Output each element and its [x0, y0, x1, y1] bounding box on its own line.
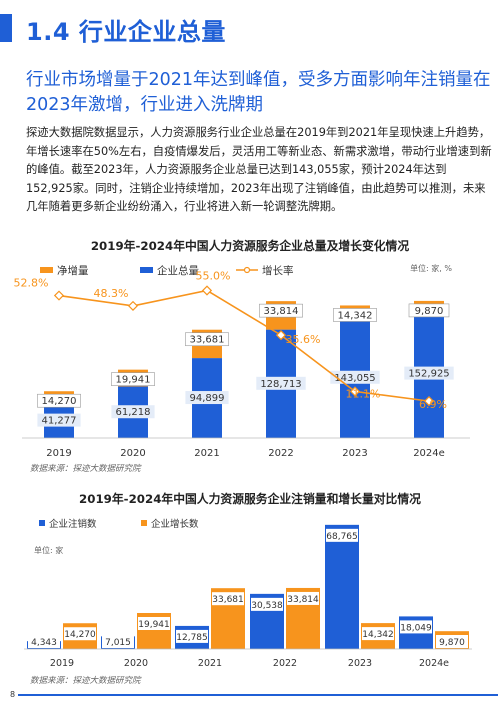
growth-rate-point — [423, 396, 435, 407]
data-label-bg-increase — [185, 332, 229, 347]
data-label-rate: 11.1% — [346, 387, 381, 400]
data-label-total: 41,277 — [42, 416, 77, 427]
x-tick-label: 2020 — [124, 658, 148, 669]
data-label-bg-cancel — [251, 597, 283, 611]
x-tick-label: 2023 — [348, 658, 372, 669]
legend-swatch-growth — [141, 520, 147, 526]
section-accent-bar — [0, 14, 12, 42]
section-title: 1.4 行业企业总量 — [26, 18, 226, 46]
data-label-increase: 33,814 — [264, 306, 299, 317]
data-label-bg-total — [404, 366, 454, 380]
data-label-cancel: 7,015 — [105, 638, 131, 648]
data-label-bg-total — [37, 413, 81, 427]
legend-swatch-increase — [40, 267, 53, 273]
data-label-rate: 52.8% — [14, 277, 49, 290]
chart1-title: 2019年-2024年中国人力资源服务企业总量及增长变化情况 — [90, 239, 410, 253]
legend-label-cancel: 企业注销数 — [49, 518, 97, 530]
chart1-total-enterprises: 净增量 企业总量 增长率 单位: 家, % 41,277 14,270 2019 61,218… — [14, 263, 470, 459]
data-label-bg-cancel — [102, 635, 134, 648]
data-label-cancel: 30,538 — [251, 601, 283, 611]
legend-marker-rate — [243, 266, 251, 274]
data-label-bg-increase — [408, 303, 450, 318]
legend-label-rate: 增长率 — [262, 264, 294, 277]
data-label-bg-cancel — [400, 620, 432, 634]
data-label-bg-total — [185, 391, 229, 405]
data-label-increase: 14,270 — [42, 396, 77, 407]
data-label-bg-increase — [111, 372, 155, 386]
data-label-bg-growth — [64, 627, 96, 641]
growth-rate-point — [127, 300, 139, 312]
x-tick-label: 2023 — [342, 448, 367, 459]
legend-swatch-cancel — [39, 520, 45, 526]
legend-label-total: 企业总量 — [157, 264, 199, 277]
legend-label-increase: 净增量 — [57, 264, 89, 277]
data-label-growth: 14,270 — [64, 630, 96, 640]
data-label-rate: 48.3% — [94, 287, 129, 300]
data-label-rate: 35.6% — [286, 333, 321, 346]
data-label-cancel: 68,765 — [326, 532, 358, 542]
data-label-rate: 55.0% — [196, 270, 231, 283]
data-label-increase: 9,870 — [415, 306, 444, 317]
body-paragraph: 探迹大数据院数据显示，人力资源服务行业企业总量在2019年到2021年呈现快速上… — [26, 126, 492, 214]
x-tick-label: 2021 — [194, 448, 219, 459]
data-label-bg-cancel — [176, 629, 208, 643]
data-label-growth: 14,342 — [362, 630, 394, 640]
data-label-bg-total — [111, 405, 155, 419]
data-label-bg-cancel — [28, 635, 60, 648]
bar-cancel — [325, 524, 359, 649]
subtitle: 行业市场增量于2021年达到峰值，受多方面影响年注销量在2023年激增，行业进入… — [26, 70, 491, 115]
data-label-growth: 33,681 — [212, 595, 244, 605]
data-label-bg-growth — [138, 616, 170, 630]
chart1-source: 数据来源：探迹大数据研究院 — [30, 464, 141, 474]
data-label-bg-cancel — [326, 528, 358, 542]
x-tick-label: 2021 — [198, 658, 222, 669]
data-label-bg-increase — [259, 303, 303, 318]
growth-rate-point — [201, 285, 213, 296]
data-label-total: 94,899 — [190, 393, 225, 404]
data-label-growth: 33,814 — [287, 595, 319, 605]
x-tick-label: 2022 — [273, 658, 297, 669]
chart1-unit: 单位: 家, % — [410, 263, 452, 273]
growth-rate-point — [349, 386, 361, 397]
x-tick-label: 2019 — [46, 448, 71, 459]
data-label-increase: 33,681 — [190, 335, 225, 346]
data-label-cancel: 18,049 — [400, 623, 432, 633]
data-label-bg-total — [256, 376, 306, 390]
data-label-rate: 6.9% — [419, 398, 447, 411]
data-label-growth: 19,941 — [138, 620, 170, 630]
data-label-increase: 14,342 — [338, 310, 373, 321]
data-label-bg-growth — [362, 627, 394, 641]
data-label-increase: 19,941 — [116, 375, 151, 386]
data-label-cancel: 12,785 — [176, 633, 208, 643]
data-label-bg-increase — [333, 308, 377, 322]
data-label-bg-increase — [37, 393, 81, 408]
legend-swatch-total — [140, 267, 153, 273]
x-tick-label: 2022 — [268, 448, 293, 459]
x-tick-label: 2024e — [419, 658, 449, 669]
legend-label-growth: 企业增长数 — [151, 518, 199, 530]
data-label-bg-total — [330, 370, 380, 384]
data-label-total: 61,218 — [116, 407, 151, 418]
data-label-bg-growth — [436, 635, 468, 648]
data-label-bg-growth — [287, 591, 319, 605]
growth-rate-point — [53, 290, 65, 301]
data-label-growth: 9,870 — [439, 638, 465, 648]
data-label-total: 128,713 — [260, 379, 301, 390]
x-tick-label: 2024e — [413, 448, 445, 459]
chart2-title: 2019年-2024年中国人力资源服务企业注销量和增长量对比情况 — [79, 492, 421, 506]
page-number: 8 — [10, 690, 16, 699]
data-label-cancel: 4,343 — [31, 638, 57, 648]
chart2-unit: 单位: 家 — [34, 545, 63, 555]
footer-rule — [18, 694, 498, 696]
data-label-total: 152,925 — [408, 369, 449, 380]
growth-rate-point — [275, 330, 287, 341]
data-label-total: 143,055 — [334, 373, 375, 384]
chart2-source: 数据来源：探迹大数据研究院 — [30, 676, 141, 686]
data-label-bg-growth — [212, 592, 244, 606]
x-tick-label: 2020 — [120, 448, 145, 459]
x-tick-label: 2019 — [50, 658, 74, 669]
growth-rate-line — [58, 289, 430, 402]
